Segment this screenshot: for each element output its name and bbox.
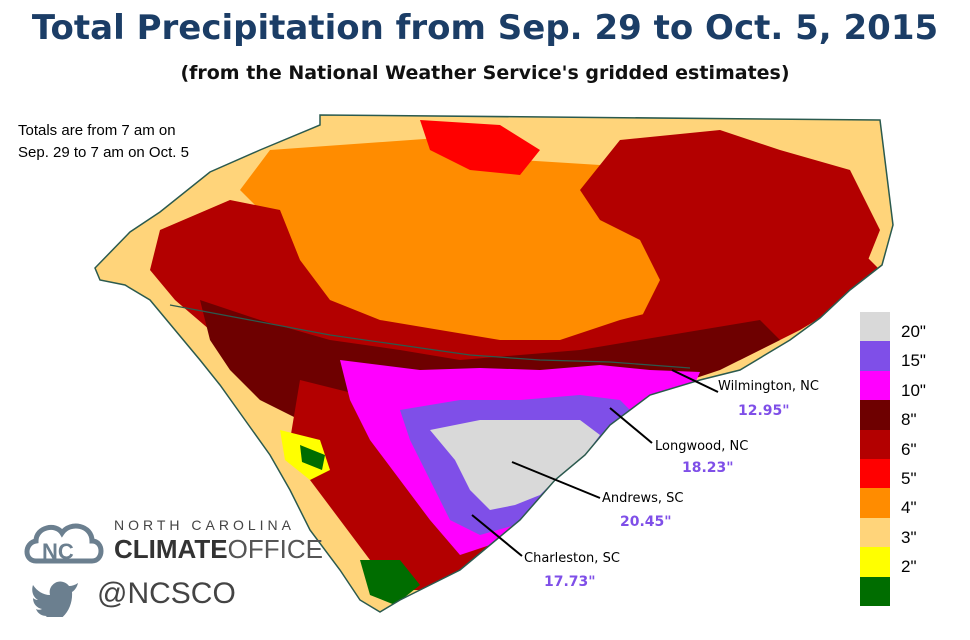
callout-wilmington-name: Wilmington, NC: [718, 379, 819, 394]
time-range-note: Totals are from 7 am on Sep. 29 to 7 am …: [18, 120, 189, 164]
charleston-leader: [471, 514, 523, 557]
nc-cloud-icon: NC: [24, 523, 104, 564]
callout-longwood-value: 18.23": [682, 460, 734, 476]
page-title: Total Precipitation from Sep. 29 to Oct.…: [31, 8, 939, 48]
legend-label: 3": [901, 527, 917, 547]
legend-label: 8": [901, 410, 917, 430]
legend-label: 15": [901, 351, 926, 371]
legend-swatch: [860, 547, 890, 577]
legend-swatch: [860, 429, 890, 459]
legend-swatch: [860, 400, 890, 430]
logo-top-text: NORTH CAROLINA: [114, 517, 295, 533]
nc-sc-border: [169, 304, 691, 369]
callout-andrews-value: 20.45": [620, 514, 672, 530]
legend-swatch: [860, 341, 890, 371]
callout-charleston-value: 17.73": [544, 574, 596, 590]
note-line-2: Sep. 29 to 7 am on Oct. 5: [18, 144, 189, 161]
legend-label: 10": [901, 380, 926, 400]
legend-swatch: [860, 312, 890, 342]
callout-longwood-name: Longwood, NC: [655, 439, 748, 454]
legend-swatch: [860, 370, 890, 401]
legend-swatch: [860, 576, 890, 606]
svg-text:NC: NC: [42, 539, 74, 564]
logo-main-text: CLIMATEOFFICE: [114, 534, 323, 564]
legend-label: 20": [901, 322, 926, 341]
legend-swatch: [860, 458, 890, 489]
state-outline: [94, 114, 894, 613]
legend-label: 5": [901, 468, 917, 488]
legend-label: 6": [901, 439, 917, 459]
legend-swatch: [860, 517, 890, 548]
callout-wilmington-value: 12.95": [738, 403, 790, 419]
legend-swatch: [860, 488, 890, 518]
twitter-handle: @NCSCO: [97, 577, 236, 610]
andrews-leader: [511, 461, 601, 499]
callout-andrews-name: Andrews, SC: [602, 491, 683, 506]
legend-label: 2": [901, 557, 917, 577]
note-line-1: Totals are from 7 am on: [18, 122, 176, 139]
twitter-bird-icon: [32, 581, 78, 617]
wilmington-leader: [671, 369, 719, 393]
legend-label: 4": [901, 498, 917, 518]
page-subtitle: (from the National Weather Service's gri…: [180, 62, 790, 84]
nc-climate-office-logo: NC NORTH CAROLINA CLIMATEOFFICE @NCSCO: [22, 517, 323, 627]
callout-charleston-name: Charleston, SC: [524, 551, 620, 566]
longwood-leader: [609, 407, 653, 444]
